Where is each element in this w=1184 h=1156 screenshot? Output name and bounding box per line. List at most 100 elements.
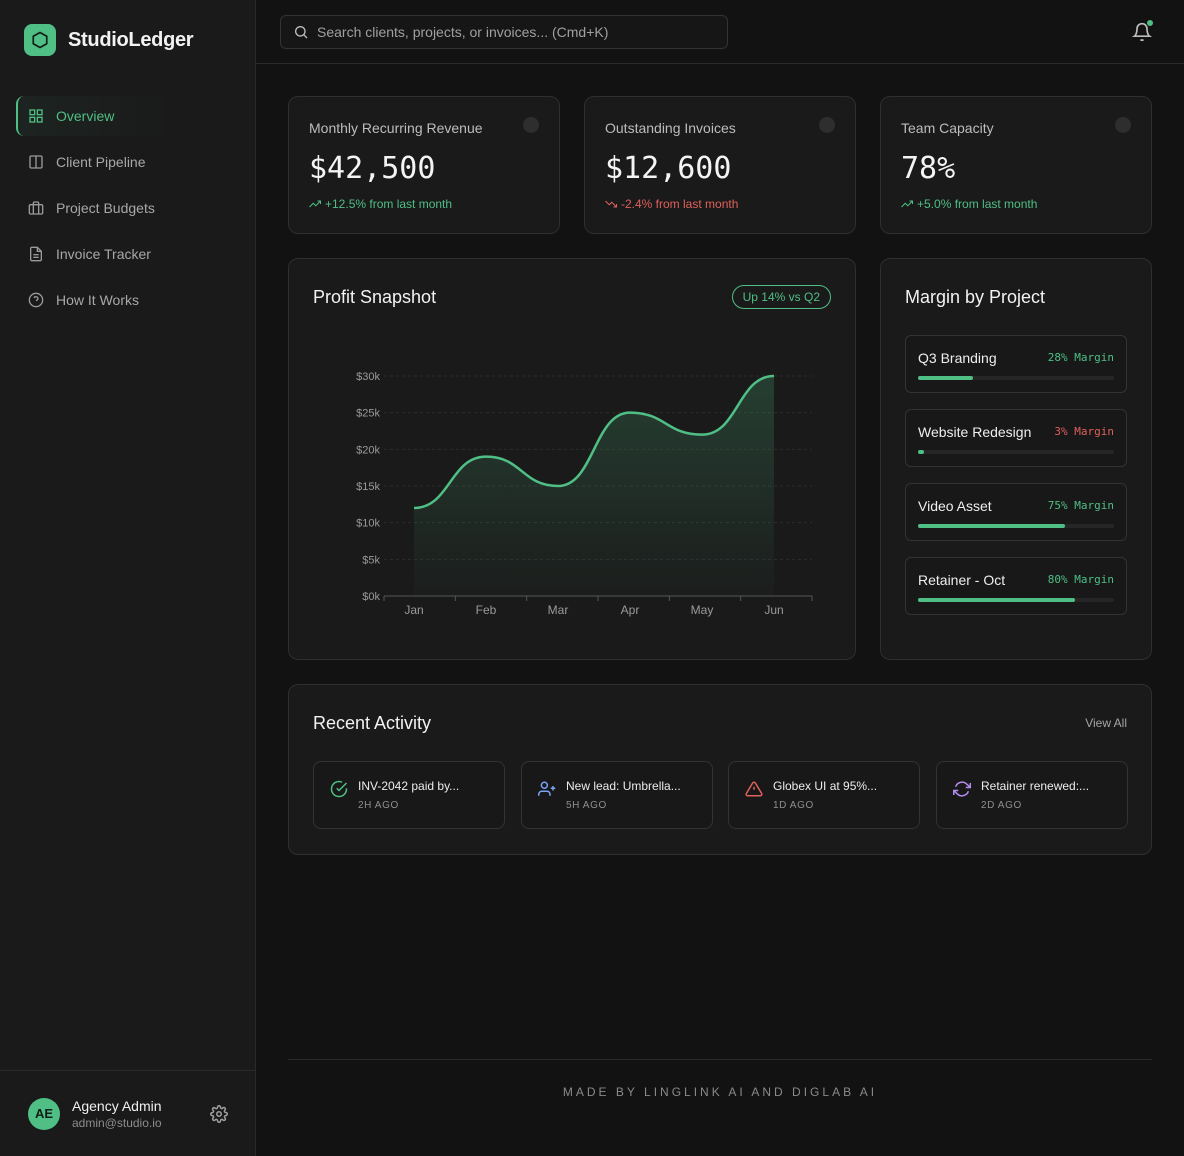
margin-value: 80% Margin: [1047, 573, 1114, 586]
margin-value: 3% Margin: [1054, 425, 1114, 438]
profit-snapshot-card: Profit Snapshot Up 14% vs Q2 $0k $5k $10k $…: [288, 258, 856, 660]
activity-item[interactable]: INV-2042 paid by... 2H AGO: [313, 761, 505, 829]
stat-indicator: [523, 117, 539, 133]
sidebar-nav: Overview Client Pipeline Project Budgets…: [16, 96, 240, 326]
profit-chart: $0k $5k $10k $15k $20k $25k $30k Jan Feb Mar Apr M…: [356, 371, 813, 617]
chart-y-tick-label: $30k: [356, 371, 380, 383]
project-name: Retainer - Oct: [918, 572, 1006, 588]
margin-bar-fill: [918, 524, 1065, 528]
margin-bar-fill: [918, 450, 924, 454]
user-email: admin@studio.io: [72, 1115, 162, 1130]
chart-x-tick-label: Jan: [404, 603, 423, 617]
sidebar: StudioLedger Overview Client Pipeline Pr…: [0, 0, 256, 1156]
chart-x-tick-label: Jun: [764, 603, 783, 617]
avatar[interactable]: AE: [28, 1097, 60, 1130]
margin-value: 75% Margin: [1047, 499, 1114, 512]
chart-area-fill: [414, 376, 774, 596]
sidebar-item-label: How It Works: [56, 292, 139, 308]
notification-dot: [1146, 19, 1154, 27]
topbar: [256, 0, 1184, 64]
margin-title: Margin by Project: [905, 287, 1046, 307]
stat-value: $42,500: [309, 151, 436, 186]
sidebar-item-label: Overview: [56, 108, 115, 124]
stat-label: Outstanding Invoices: [605, 120, 736, 136]
stat-card-outstanding: Outstanding Invoices $12,600 -2.4% from …: [584, 96, 856, 234]
file-text-icon: [30, 246, 42, 262]
chart-x-tick-label: May: [691, 603, 714, 617]
user-plus-icon: [538, 781, 556, 796]
chart-x-tick-label: Mar: [548, 603, 569, 617]
brand-name: StudioLedger: [68, 28, 194, 51]
project-name: Video Asset: [918, 498, 992, 514]
trending-up-icon: [309, 200, 321, 208]
chart-y-tick-label: $20k: [356, 444, 380, 456]
sidebar-item-how-it-works[interactable]: How It Works: [16, 280, 240, 320]
activity-text: Retainer renewed:...: [981, 779, 1090, 793]
gear-icon[interactable]: [210, 1105, 228, 1123]
activity-title: Recent Activity: [313, 713, 432, 733]
activity-text: New lead: Umbrella...: [566, 779, 681, 793]
chart-x-tick-label: Feb: [476, 603, 497, 617]
chart-x-tick-label: Apr: [621, 603, 640, 617]
chart-y-tick-label: $25k: [356, 408, 380, 420]
recent-activity-card: Recent Activity View All INV-2042 paid b…: [288, 684, 1152, 855]
stat-indicator: [819, 117, 835, 133]
margin-bar-track: [918, 598, 1114, 602]
margin-bar-track: [918, 376, 1114, 380]
stat-delta-text: +5.0% from last month: [917, 197, 1038, 211]
notifications-button[interactable]: [1131, 19, 1154, 47]
stat-delta: +5.0% from last month: [901, 197, 1037, 211]
sidebar-item-label: Project Budgets: [56, 200, 155, 216]
refresh-icon: [953, 781, 971, 797]
margin-value: 28% Margin: [1047, 351, 1114, 364]
grid-icon: [29, 109, 43, 123]
stat-value: 78%: [901, 151, 956, 186]
sidebar-item-client-pipeline[interactable]: Client Pipeline: [16, 142, 240, 182]
sidebar-item-label: Client Pipeline: [56, 154, 146, 170]
chart-y-tick-label: $5k: [362, 554, 380, 566]
search-icon: [295, 26, 308, 39]
activity-item[interactable]: Globex UI at 95%... 1D AGO: [728, 761, 920, 829]
activity-time: 2D AGO: [981, 800, 1022, 811]
stat-label: Team Capacity: [901, 120, 994, 136]
chart-y-tick-label: $0k: [362, 591, 380, 603]
activity-item[interactable]: Retainer renewed:... 2D AGO: [936, 761, 1128, 829]
stat-card-mrr: Monthly Recurring Revenue $42,500 +12.5%…: [288, 96, 560, 234]
search-bar[interactable]: [280, 15, 728, 49]
margin-item-website-redesign[interactable]: Website Redesign 3% Margin: [905, 409, 1127, 467]
view-all-link[interactable]: View All: [1085, 716, 1127, 730]
sidebar-item-label: Invoice Tracker: [56, 246, 151, 262]
profit-badge: Up 14% vs Q2: [731, 285, 831, 309]
sidebar-item-invoice-tracker[interactable]: Invoice Tracker: [16, 234, 240, 274]
stat-card-capacity: Team Capacity 78% +5.0% from last month: [880, 96, 1152, 234]
stat-delta-text: -2.4% from last month: [621, 197, 739, 211]
hexagon-logo-icon: [24, 24, 56, 56]
project-name: Website Redesign: [918, 424, 1032, 440]
margin-bar-fill: [918, 376, 973, 380]
stat-delta: -2.4% from last month: [605, 197, 738, 211]
stat-label: Monthly Recurring Revenue: [309, 120, 483, 136]
sidebar-item-overview[interactable]: Overview: [16, 96, 240, 136]
profit-title: Profit Snapshot: [313, 287, 437, 307]
margin-item-retainer-oct[interactable]: Retainer - Oct 80% Margin: [905, 557, 1127, 615]
check-circle-icon: [330, 780, 348, 798]
activity-time: 2H AGO: [358, 800, 399, 811]
margin-by-project-card: Margin by Project Q3 Branding 28% Margin…: [880, 258, 1152, 660]
brand[interactable]: StudioLedger: [24, 24, 194, 56]
user-info: Agency Admin admin@studio.io: [72, 1098, 162, 1130]
alert-triangle-icon: [745, 781, 763, 797]
search-input[interactable]: [317, 24, 717, 40]
sidebar-item-project-budgets[interactable]: Project Budgets: [16, 188, 240, 228]
stat-value: $12,600: [605, 151, 732, 186]
margin-bar-track: [918, 524, 1114, 528]
chart-y-tick-label: $10k: [356, 518, 380, 530]
chart-series-line: [413, 374, 775, 510]
margin-item-video-asset[interactable]: Video Asset 75% Margin: [905, 483, 1127, 541]
margin-item-q3-branding[interactable]: Q3 Branding 28% Margin: [905, 335, 1127, 393]
margin-bar-fill: [918, 598, 1075, 602]
activity-time: 1D AGO: [773, 800, 814, 811]
activity-item[interactable]: New lead: Umbrella... 5H AGO: [521, 761, 713, 829]
help-circle-icon: [28, 292, 44, 308]
bell-icon: [1131, 22, 1153, 42]
chart-y-tick-label: $15k: [356, 481, 380, 493]
